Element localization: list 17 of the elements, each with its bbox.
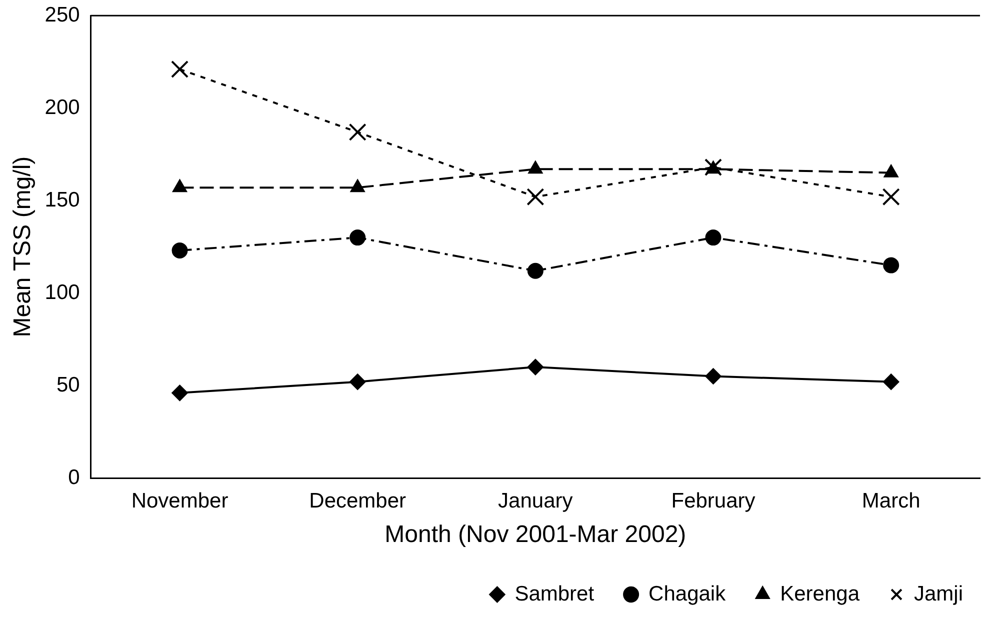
y-tick-label: 250: [44, 3, 80, 26]
legend-label: Kerenga: [780, 582, 860, 606]
y-tick-label: 150: [44, 188, 80, 212]
y-tick-label: 50: [56, 373, 80, 396]
legend-label: Sambret: [514, 582, 594, 606]
y-tick-label: 200: [44, 96, 80, 119]
x-tick-label: February: [671, 489, 756, 512]
legend-label: Jamji: [914, 582, 964, 606]
x-tick-label: January: [498, 489, 574, 512]
y-tick-label: 100: [44, 280, 80, 304]
legend-label: Chagaik: [648, 582, 726, 606]
y-axis-title: Mean TSS (mg/l): [9, 156, 36, 338]
x-axis-title: Month (Nov 2001-Mar 2002): [384, 521, 686, 548]
y-tick-label: 0: [68, 466, 80, 489]
x-tick-label: March: [862, 489, 920, 512]
x-tick-label: December: [309, 489, 406, 512]
x-tick-label: November: [131, 489, 228, 512]
